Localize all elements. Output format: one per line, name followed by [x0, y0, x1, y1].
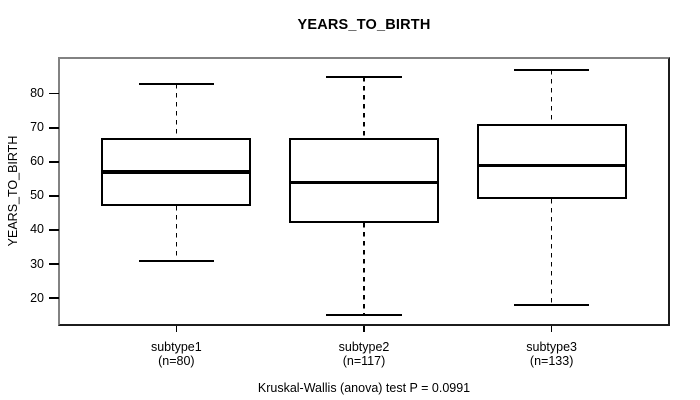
group-n-label: (n=80) [158, 353, 195, 368]
y-tick [49, 127, 59, 129]
group-n-label: (n=117) [342, 353, 386, 368]
whisker-upper [550, 69, 553, 125]
y-tick [49, 263, 59, 265]
group-label: subtype3 [526, 340, 577, 354]
y-tick-label: 50 [30, 188, 44, 203]
median-line [476, 163, 627, 168]
group-n-label: (n=133) [529, 353, 574, 368]
whisker-lower [363, 223, 365, 316]
y-tick [49, 161, 59, 163]
whisker-cap-lower [326, 314, 402, 317]
y-tick [49, 92, 59, 95]
whisker-cap-upper [514, 68, 590, 71]
y-tick-label: 20 [30, 290, 44, 305]
x-tick [550, 326, 553, 332]
x-tick [363, 326, 365, 332]
whisker-cap-upper [326, 75, 402, 78]
y-tick-label: 70 [30, 120, 44, 135]
chart-title: YEARS_TO_BIRTH [297, 17, 431, 33]
group-label: subtype2 [338, 340, 390, 354]
stats-caption: Kruskal-Wallis (anova) test P = 0.0991 [257, 381, 471, 395]
y-tick-label: 40 [30, 222, 44, 237]
y-tick [49, 229, 59, 231]
y-tick [49, 195, 59, 197]
y-tick-label: 80 [30, 86, 44, 101]
y-tick-label: 30 [30, 256, 44, 271]
median-line [101, 170, 252, 174]
whisker-cap-lower [514, 303, 590, 306]
whisker-lower [175, 206, 178, 261]
whisker-upper [363, 76, 365, 138]
y-tick [49, 297, 59, 299]
whisker-cap-lower [138, 259, 214, 262]
group-label: subtype1 [150, 340, 202, 354]
box [476, 124, 627, 200]
whisker-lower [550, 199, 553, 305]
median-line [288, 180, 440, 185]
whisker-cap-upper [138, 82, 214, 85]
whisker-upper [175, 83, 178, 138]
y-tick-label: 60 [30, 154, 44, 169]
x-tick [175, 326, 178, 332]
